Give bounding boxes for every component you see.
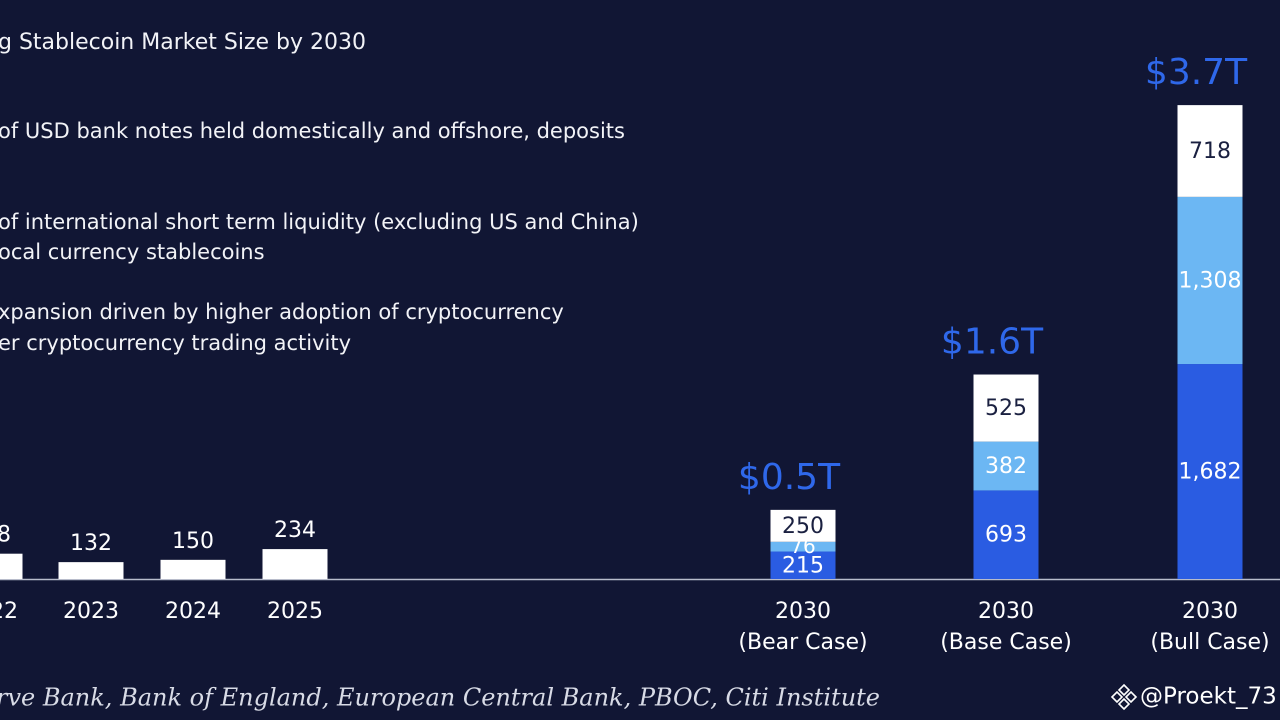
x-tick-label: 2023 xyxy=(63,599,119,624)
watermark-icon xyxy=(1110,683,1138,711)
source: rve Bank, Bank of England, European Cent… xyxy=(0,684,880,712)
total-label: $0.5T xyxy=(738,457,841,498)
bar-segment xyxy=(58,562,124,579)
bar-segment xyxy=(0,553,23,579)
total-label: $1.6T xyxy=(941,322,1044,363)
value-label: 132 xyxy=(70,531,112,556)
value-label: 150 xyxy=(172,529,214,554)
value-label: 1,682 xyxy=(1179,460,1242,485)
bar-segment xyxy=(973,374,1039,442)
note: of international short term liquidity (e… xyxy=(0,210,639,234)
bar-segment xyxy=(770,551,836,579)
note: of USD bank notes held domestically and … xyxy=(0,119,625,143)
watermark: @Proekt_73 xyxy=(1140,684,1277,710)
bar-segment xyxy=(770,509,836,542)
bar-segment xyxy=(1177,364,1243,579)
bar-segment xyxy=(1177,105,1243,197)
note: er cryptocurrency trading activity xyxy=(0,331,351,355)
value-label: 1,308 xyxy=(1179,268,1242,293)
value-label: 382 xyxy=(985,454,1027,479)
bar-segment xyxy=(262,549,328,579)
x-tick-label: 2030 xyxy=(1182,599,1238,624)
value-label: 693 xyxy=(985,523,1027,548)
bar-segment xyxy=(160,559,226,579)
x-tick-sublabel: (Base Case) xyxy=(940,630,1072,655)
x-tick-label: 2024 xyxy=(165,599,221,624)
value-label: 250 xyxy=(782,514,824,539)
x-tick-label: 2030 xyxy=(775,599,831,624)
value-label: 215 xyxy=(782,553,824,578)
total-label: $3.7T xyxy=(1145,52,1248,93)
chart-title: g Stablecoin Market Size by 2030 xyxy=(0,30,366,55)
x-tick-sublabel: (Bull Case) xyxy=(1150,630,1269,655)
value-label: 525 xyxy=(985,396,1027,421)
value-label: 234 xyxy=(274,518,316,543)
value-label: 718 xyxy=(1189,139,1231,164)
x-tick-label: 2025 xyxy=(267,599,323,624)
x-tick-sublabel: (Bear Case) xyxy=(738,630,867,655)
x-tick-label: 2022 xyxy=(0,599,18,624)
bar-segment xyxy=(973,490,1039,579)
bar-segment xyxy=(1177,196,1243,365)
bar-segment xyxy=(973,441,1039,491)
note: ocal currency stablecoins xyxy=(0,240,265,264)
note: xpansion driven by higher adoption of cr… xyxy=(0,300,564,324)
bar-segment xyxy=(770,541,836,552)
x-tick-label: 2030 xyxy=(978,599,1034,624)
value-label: 198 xyxy=(0,523,11,548)
